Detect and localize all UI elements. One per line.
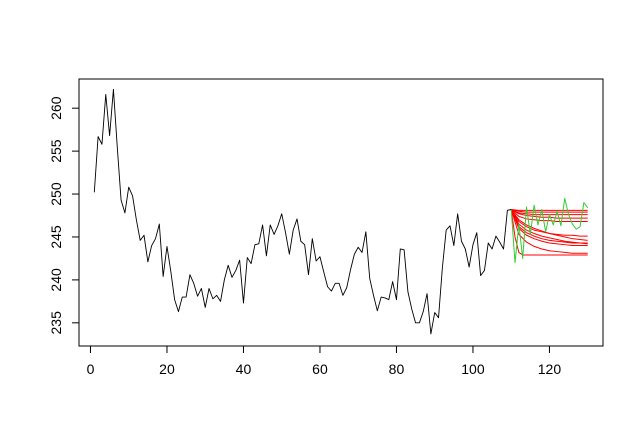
forecast-line-0 (510, 209, 588, 219)
y-axis: 235 240 245 250 255 260 (48, 96, 80, 335)
simulated-line-12 (510, 197, 589, 264)
forecast-line-6 (511, 209, 588, 211)
y-tick-label: 245 (48, 225, 64, 249)
y-tick-label: 235 (48, 311, 64, 335)
x-tick-label: 0 (87, 361, 95, 377)
y-tick-label: 250 (48, 182, 64, 206)
forecast-line-7 (511, 209, 588, 213)
forecast-line-11 (510, 209, 588, 244)
observed-line-13 (93, 88, 512, 335)
forecast-line-9 (510, 209, 588, 223)
x-tick-label: 120 (538, 361, 562, 377)
x-tick-label: 20 (159, 361, 175, 377)
x-axis: 0 20 40 60 80 100 120 (87, 345, 562, 377)
forecast-line-2 (510, 209, 588, 245)
forecast-line-5 (510, 209, 588, 256)
forecast-line-10 (510, 209, 588, 237)
series-layer (93, 88, 589, 335)
y-tick-label: 240 (48, 268, 64, 292)
x-tick-label: 80 (389, 361, 405, 377)
x-tick-label: 60 (312, 361, 328, 377)
y-tick-label: 260 (48, 96, 64, 120)
forecast-line-3 (510, 209, 588, 247)
plot-frame (78, 78, 604, 347)
y-tick-label: 255 (48, 139, 64, 163)
x-tick-label: 100 (461, 361, 485, 377)
x-tick-label: 40 (236, 361, 252, 377)
